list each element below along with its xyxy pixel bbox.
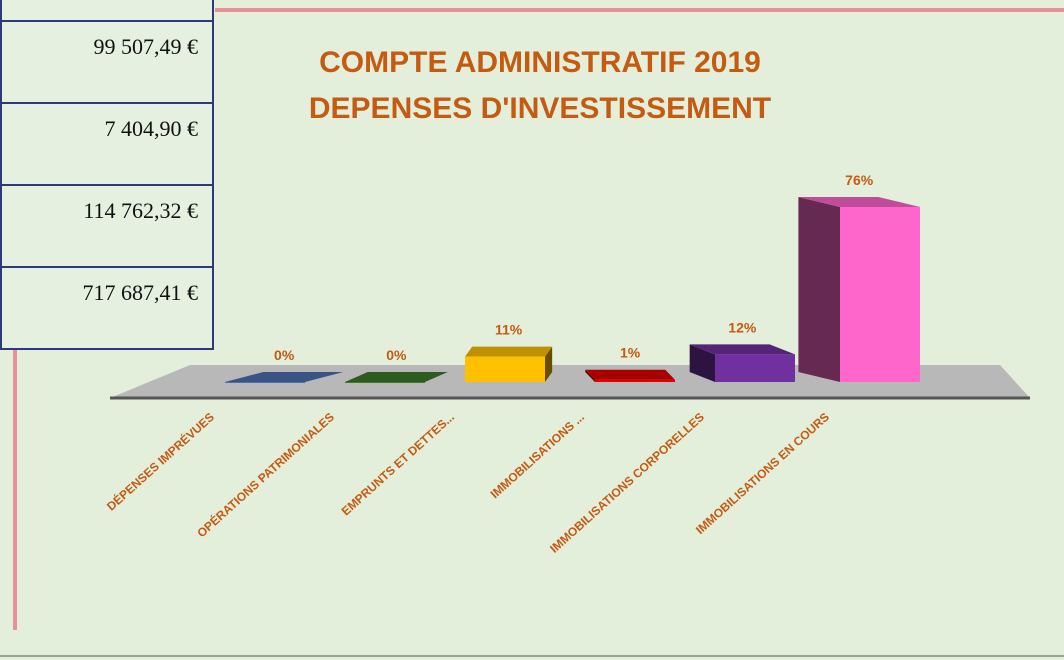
data-label: 11% (495, 322, 523, 338)
table-cell: 7 404,90 € (0, 102, 214, 186)
bar (798, 197, 920, 382)
data-label: 12% (728, 319, 757, 335)
x-tick-label: DÉPENSES IMPRÉVUES (103, 409, 217, 513)
bar (465, 346, 553, 382)
x-tick-label: IMMOBILISATIONS ... (488, 410, 587, 501)
bar (585, 369, 675, 382)
x-tick-label: IMMOBILISATIONS EN COURS (693, 410, 832, 537)
data-label: 76% (845, 172, 874, 188)
bar (689, 344, 795, 382)
x-tick-label: EMPRUNTS ET DETTES... (339, 410, 457, 519)
table-cell (0, 0, 214, 22)
data-label: 1% (620, 345, 641, 361)
chart-title: DEPENSES D'INVESTISSEMENT (309, 92, 771, 125)
bar (225, 372, 344, 383)
table-cell: 114 762,32 € (0, 184, 214, 268)
x-tick-label: OPÉRATIONS PATRIMONIALES (194, 409, 337, 540)
table-cell: 717 687,41 € (0, 266, 214, 350)
data-label: 0% (274, 347, 295, 363)
floor (110, 365, 1030, 398)
data-label: 0% (386, 347, 407, 363)
chart-title: COMPTE ADMINISTRATIF 2019 (319, 46, 761, 79)
bar (345, 372, 448, 383)
table-cell: 99 507,49 € (0, 20, 214, 104)
